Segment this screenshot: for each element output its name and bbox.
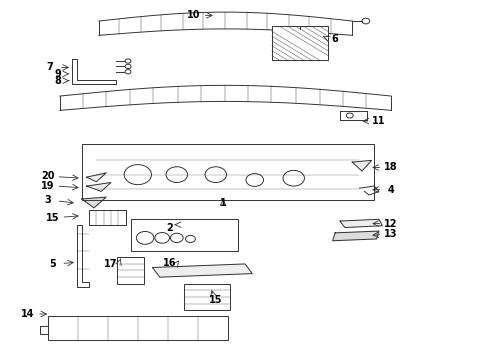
- Polygon shape: [87, 173, 106, 182]
- Text: 16: 16: [163, 258, 176, 268]
- Text: 8: 8: [54, 76, 61, 86]
- Text: 15: 15: [209, 295, 222, 305]
- Bar: [48, 316, 228, 340]
- Text: 1: 1: [220, 198, 226, 208]
- Text: 7: 7: [47, 63, 53, 72]
- Text: 14: 14: [22, 309, 35, 319]
- Text: 5: 5: [49, 259, 56, 269]
- Text: 18: 18: [384, 162, 398, 172]
- Polygon shape: [82, 197, 106, 208]
- Polygon shape: [87, 183, 111, 192]
- Text: 15: 15: [46, 212, 59, 222]
- Text: 20: 20: [41, 171, 54, 181]
- Text: 12: 12: [385, 219, 398, 229]
- Text: 6: 6: [332, 34, 339, 44]
- Polygon shape: [340, 219, 382, 228]
- Text: 4: 4: [388, 185, 394, 195]
- Bar: [117, 257, 144, 284]
- Text: 3: 3: [44, 195, 51, 205]
- Text: 19: 19: [41, 181, 54, 191]
- Text: 9: 9: [54, 69, 61, 79]
- Bar: [272, 26, 328, 60]
- Text: 10: 10: [187, 10, 200, 20]
- Polygon shape: [152, 264, 252, 277]
- Polygon shape: [352, 160, 372, 171]
- Bar: [184, 284, 230, 310]
- Text: 13: 13: [385, 229, 398, 239]
- Polygon shape: [333, 231, 379, 241]
- Text: 17: 17: [104, 259, 118, 269]
- Text: 11: 11: [372, 116, 386, 126]
- Text: 2: 2: [166, 222, 173, 233]
- Bar: [89, 210, 125, 225]
